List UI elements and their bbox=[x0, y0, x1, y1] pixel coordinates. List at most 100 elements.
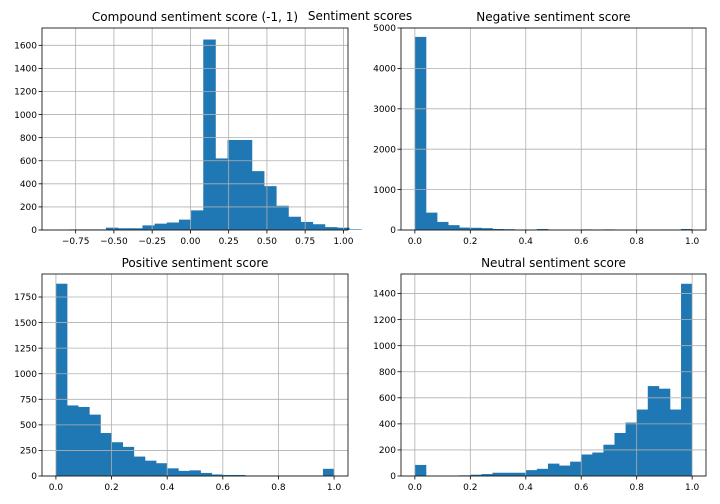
histogram-bar bbox=[559, 465, 571, 476]
histogram-bar bbox=[89, 414, 101, 476]
histogram-bar bbox=[322, 468, 335, 476]
x-tick-label: 0.75 bbox=[295, 237, 315, 247]
histogram-bar bbox=[133, 456, 146, 476]
x-tick-label: 0.0 bbox=[408, 483, 423, 493]
histogram-bar bbox=[178, 470, 190, 476]
x-tick-label: 0.6 bbox=[574, 237, 589, 247]
histogram-bar bbox=[437, 221, 449, 230]
x-tick-label: 0.8 bbox=[271, 483, 286, 493]
histogram-bar bbox=[67, 405, 79, 476]
histogram-bar bbox=[603, 444, 615, 476]
y-tick-label: 0 bbox=[390, 226, 396, 236]
histogram-bar bbox=[211, 474, 224, 476]
histogram-bar bbox=[448, 225, 460, 230]
y-tick-label: 750 bbox=[20, 395, 37, 405]
y-tick-label: 1250 bbox=[14, 344, 37, 354]
y-tick-label: 3000 bbox=[373, 105, 396, 115]
histogram-bar bbox=[470, 227, 482, 230]
y-tick-label: 800 bbox=[379, 368, 396, 378]
histogram-bar bbox=[122, 446, 135, 476]
x-tick-label: 0.00 bbox=[180, 237, 200, 247]
histogram-bar bbox=[130, 228, 143, 230]
x-tick-label: 0.2 bbox=[463, 483, 477, 493]
x-tick-label: 0.2 bbox=[463, 237, 477, 247]
histogram-bar bbox=[481, 228, 493, 230]
histogram-bar bbox=[547, 463, 560, 476]
histogram-bar bbox=[492, 472, 504, 476]
x-tick-label: 0.4 bbox=[160, 483, 175, 493]
histogram-bar bbox=[614, 432, 626, 476]
histogram-bar bbox=[227, 139, 241, 230]
chart-title: Positive sentiment score bbox=[122, 256, 269, 270]
histogram-positive: 0.0 0.2 0.4 0.6 0.8 1.0 0 250 500 750 1000 1250 1500… bbox=[14, 256, 349, 493]
y-tick-label: 5000 bbox=[373, 24, 396, 34]
x-tick-label: 0.6 bbox=[574, 483, 589, 493]
histogram-bar bbox=[681, 283, 693, 476]
histogram-bar bbox=[118, 228, 131, 230]
y-tick-label: 600 bbox=[20, 157, 37, 167]
y-tick-label: 1000 bbox=[373, 186, 396, 196]
histogram-bar bbox=[300, 221, 314, 230]
y-tick-label: 0 bbox=[390, 472, 396, 482]
histogram-bar bbox=[178, 219, 192, 230]
y-tick-label: 0 bbox=[31, 226, 37, 236]
chart-title: Compound sentiment score (-1, 1) bbox=[92, 10, 298, 24]
histogram-bar bbox=[215, 158, 228, 230]
histogram-bar bbox=[592, 452, 604, 476]
histogram-neutral: 0.0 0.2 0.4 0.6 0.8 1.0 0 200 400 600 800 1000 1200 1… bbox=[373, 256, 707, 493]
charts-container: −0.75 −0.50 −0.25 0.00 0.25 0.50 0.75 1.0002004… bbox=[14, 10, 707, 493]
histogram-bar bbox=[203, 39, 216, 230]
histogram-bar bbox=[105, 227, 119, 230]
x-tick-label: 0.4 bbox=[519, 483, 534, 493]
chart-title: Neutral sentiment score bbox=[481, 256, 626, 270]
histogram-bar bbox=[264, 186, 277, 230]
histogram-bar bbox=[636, 409, 649, 476]
histogram-bar bbox=[142, 225, 155, 230]
histogram-bar bbox=[349, 229, 362, 230]
histogram-bar bbox=[111, 442, 124, 476]
x-tick-label: −0.75 bbox=[62, 237, 90, 247]
y-tick-label: 0 bbox=[31, 472, 37, 482]
histogram-bar bbox=[514, 472, 527, 476]
histogram-compound: −0.75 −0.50 −0.25 0.00 0.25 0.50 0.75 1.00 0 200 4… bbox=[14, 10, 362, 247]
histogram-bar bbox=[167, 468, 179, 476]
y-tick-label: 800 bbox=[20, 134, 37, 144]
histogram-bar bbox=[100, 433, 112, 476]
x-tick-label: 1.00 bbox=[333, 237, 353, 247]
x-tick-label: 1.0 bbox=[685, 483, 700, 493]
plot-frame bbox=[41, 27, 349, 231]
histogram-bar bbox=[288, 216, 301, 230]
histogram-bar bbox=[55, 283, 68, 476]
histogram-bar bbox=[503, 229, 516, 230]
x-tick-label: 0.6 bbox=[216, 483, 231, 493]
histogram-bar bbox=[481, 474, 493, 476]
y-tick-label: 1500 bbox=[14, 319, 37, 329]
histogram-bar bbox=[625, 422, 638, 476]
histogram-bar bbox=[251, 171, 265, 230]
y-tick-label: 400 bbox=[20, 180, 37, 190]
plot-frame bbox=[400, 273, 707, 477]
x-tick-label: 0.25 bbox=[219, 237, 239, 247]
x-tick-label: 0.8 bbox=[630, 237, 645, 247]
histogram-bar bbox=[581, 454, 593, 476]
y-tick-label: 4000 bbox=[373, 65, 396, 75]
y-tick-label: 200 bbox=[379, 446, 396, 456]
figure-title: Sentiment scores bbox=[308, 9, 412, 23]
histogram-negative: 0.0 0.2 0.4 0.6 0.8 1.0 0 1000 2000 3000 4000 5000 N… bbox=[373, 10, 707, 247]
x-tick-label: 1.0 bbox=[685, 237, 700, 247]
x-tick-label: −0.25 bbox=[138, 237, 166, 247]
histogram-bar bbox=[669, 409, 682, 476]
y-tick-label: 500 bbox=[20, 421, 37, 431]
histogram-bar bbox=[154, 223, 168, 230]
plot-frame bbox=[400, 27, 707, 231]
histogram-bar bbox=[324, 227, 338, 230]
plot-frame bbox=[41, 273, 349, 477]
x-tick-label: −0.50 bbox=[100, 237, 128, 247]
y-tick-label: 2000 bbox=[373, 145, 396, 155]
histogram-bar bbox=[492, 228, 504, 230]
histogram-bar bbox=[536, 228, 549, 230]
histogram-bar bbox=[681, 228, 693, 230]
x-tick-label: 0.2 bbox=[104, 483, 118, 493]
y-tick-label: 1400 bbox=[14, 65, 37, 75]
histogram-bar bbox=[144, 460, 157, 476]
